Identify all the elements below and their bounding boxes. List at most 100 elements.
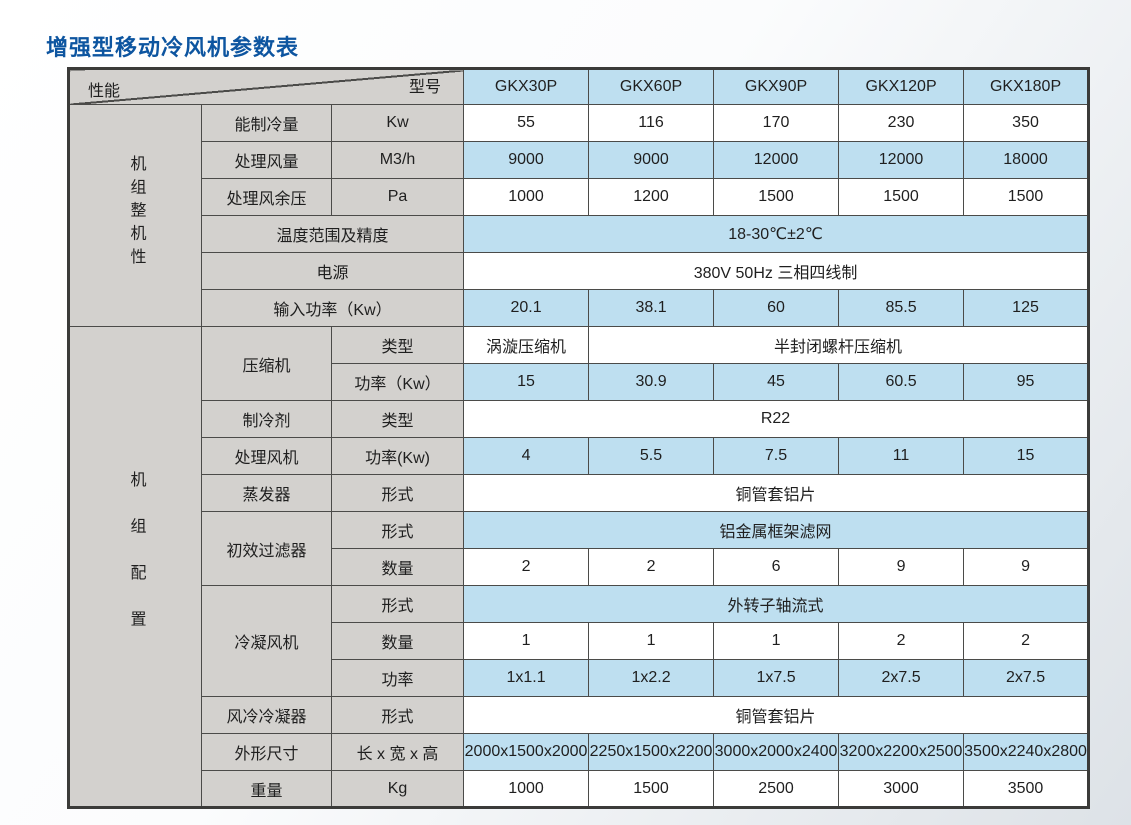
value-cell: 11 [838, 437, 965, 475]
value-cell: 3000x2000x2400 [713, 733, 840, 771]
value-cell: 9 [838, 548, 965, 586]
table-row: 处理风量 M3/h 9000 9000 12000 12000 18000 [69, 141, 1090, 179]
corner-label-performance: 性能 [88, 83, 121, 100]
value-cell: 1x2.2 [588, 659, 715, 697]
value-cell: 116 [588, 104, 715, 142]
value-cell: 3500 [963, 770, 1090, 808]
value-cell: 9000 [463, 141, 590, 179]
table-row: 制冷剂 类型 R22 [69, 400, 1090, 438]
row-label: 压缩机 [201, 326, 332, 401]
value-cell: 3000 [838, 770, 965, 808]
page-title: 增强型移动冷风机参数表 [46, 35, 300, 60]
row-label: 风冷冷凝器 [201, 696, 332, 734]
spec-table: 性能 型号 GKX30P GKX60P GKX90P GKX120P GKX18… [67, 67, 1091, 809]
row-label: 处理风机 [201, 437, 332, 475]
table-row: 外形尺寸 长 x 宽 x 高 2000x1500x2000 2250x1500x… [69, 733, 1090, 771]
table-row: 风冷冷凝器 形式 铜管套铝片 [69, 696, 1090, 734]
group-label: 机组整机性 [127, 155, 145, 271]
value-cell: 3500x2240x2800 [963, 733, 1090, 771]
merged-value-cell: R22 [463, 400, 1090, 438]
table-row: 重量 Kg 1000 1500 2500 3000 3500 [69, 770, 1090, 808]
value-cell: 1500 [838, 178, 965, 216]
corner-label-model: 型号 [409, 79, 442, 96]
model-header: GKX90P [713, 68, 840, 105]
row-unit: 功率(Kw) [330, 437, 465, 475]
value-cell: 38.1 [588, 289, 715, 327]
value-cell: 230 [838, 104, 965, 142]
value-cell: 7.5 [713, 437, 840, 475]
row-label: 能制冷量 [201, 104, 332, 142]
table-row: 蒸发器 形式 铜管套铝片 [69, 474, 1090, 512]
row-label: 制冷剂 [201, 400, 332, 438]
merged-value-cell: 外转子轴流式 [463, 585, 1090, 623]
row-unit: 类型 [330, 400, 465, 438]
value-cell: 3200x2200x2500 [838, 733, 965, 771]
value-cell: 2000x1500x2000 [463, 733, 590, 771]
merged-value-cell: 铝金属框架滤网 [463, 511, 1090, 549]
value-cell: 85.5 [838, 289, 965, 327]
table-row: 机组配置 压缩机 类型 涡漩压缩机 半封闭螺杆压缩机 [68, 326, 1090, 808]
value-cell: 30.9 [588, 363, 715, 401]
table-row: 初效过滤器 形式 铝金属框架滤网 [69, 511, 1090, 586]
row-label: 处理风余压 [201, 178, 332, 216]
value-cell: 60.5 [838, 363, 965, 401]
row-unit: Kg [330, 770, 465, 808]
row-label: 冷凝风机 [201, 585, 332, 697]
value-cell: 9 [963, 548, 1090, 586]
value-cell: 1000 [463, 178, 590, 216]
row-unit: 形式 [330, 696, 465, 734]
row-label: 蒸发器 [201, 474, 332, 512]
value-cell: 20.1 [463, 289, 590, 327]
row-label: 外形尺寸 [201, 733, 332, 771]
value-cell: 2250x1500x2200 [588, 733, 715, 771]
merged-value-cell: 18-30℃±2℃ [463, 215, 1090, 253]
value-cell: 15 [963, 437, 1090, 475]
row-unit: Kw [330, 104, 465, 142]
model-header: GKX120P [838, 68, 965, 105]
value-cell: 55 [463, 104, 590, 142]
value-cell: 15 [463, 363, 590, 401]
row-label: 初效过滤器 [201, 511, 332, 586]
value-cell: 45 [713, 363, 840, 401]
group-cell-machine-performance: 机组整机性 [68, 104, 202, 327]
value-cell: 1200 [588, 178, 715, 216]
row-label: 输入功率（Kw） [200, 289, 465, 327]
row-unit: 数量 [330, 548, 465, 586]
table-row: 输入功率（Kw） 20.1 38.1 60 85.5 125 [69, 289, 1090, 327]
model-header: GKX180P [963, 68, 1090, 105]
value-cell: 12000 [713, 141, 840, 179]
value-cell: 1000 [463, 770, 590, 808]
model-header: GKX30P [463, 68, 590, 105]
value-cell: 1 [463, 622, 590, 660]
table-row: 机组整机性 能制冷量 Kw 55 116 170 230 350 [68, 104, 1090, 327]
row-label: 温度范围及精度 [200, 215, 465, 253]
value-cell: 5.5 [588, 437, 715, 475]
table-row: 冷凝风机 形式 外转子轴流式 [69, 585, 1090, 697]
table-row: 温度范围及精度 18-30℃±2℃ [69, 215, 1090, 253]
value-cell: 6 [713, 548, 840, 586]
row-label: 处理风量 [201, 141, 332, 179]
value-cell: 1500 [588, 770, 715, 808]
value-cell: 95 [963, 363, 1090, 401]
table-row: 电源 380V 50Hz 三相四线制 [69, 252, 1090, 290]
merged-value-cell: 半封闭螺杆压缩机 [588, 326, 1090, 364]
value-cell: 350 [963, 104, 1090, 142]
table-row: 功率（Kw） 15 30.9 45 60.5 95 [69, 363, 1090, 401]
value-cell: 2x7.5 [963, 659, 1090, 697]
value-cell: 1500 [963, 178, 1090, 216]
value-cell: 2 [463, 548, 590, 586]
row-unit: 功率 [330, 659, 465, 697]
value-cell: 2 [963, 622, 1090, 660]
value-cell: 2 [588, 548, 715, 586]
value-cell: 1500 [713, 178, 840, 216]
value-cell: 1x7.5 [713, 659, 840, 697]
row-unit: M3/h [330, 141, 465, 179]
merged-value-cell: 380V 50Hz 三相四线制 [463, 252, 1090, 290]
value-cell: 1x1.1 [463, 659, 590, 697]
row-unit: Pa [330, 178, 465, 216]
group-label: 机组配置 [127, 471, 145, 657]
table-row: 处理风余压 Pa 1000 1200 1500 1500 1500 [69, 178, 1090, 216]
value-cell: 涡漩压缩机 [463, 326, 590, 364]
value-cell: 4 [463, 437, 590, 475]
row-unit: 形式 [330, 511, 465, 549]
